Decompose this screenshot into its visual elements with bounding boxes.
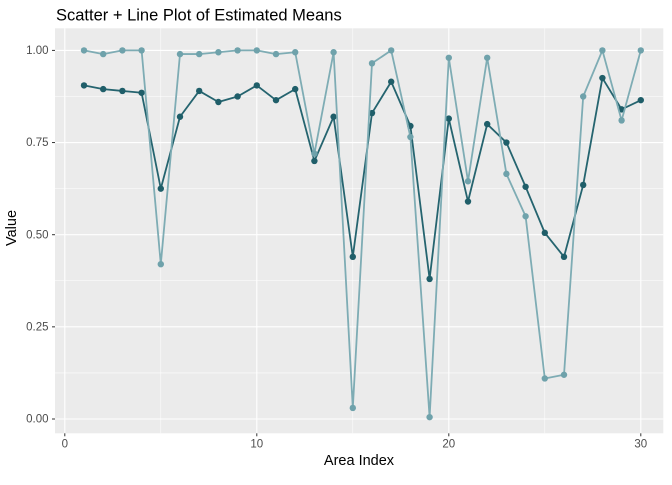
y-tick-label: 0.75 bbox=[26, 137, 48, 149]
series-dark-teal-point bbox=[580, 181, 587, 189]
series-light-teal-point bbox=[215, 49, 222, 56]
series-light-teal-point bbox=[522, 213, 529, 220]
series-dark-teal-point bbox=[426, 275, 433, 283]
series-dark-teal-point bbox=[119, 87, 126, 95]
series-light-teal-point bbox=[503, 170, 510, 178]
series-dark-teal-point bbox=[599, 74, 606, 82]
series-light-teal-point bbox=[580, 93, 587, 100]
y-axis-tick-labels: 1.00 0.75 0.50 0.25 0.00 bbox=[26, 45, 48, 426]
x-axis-tick-labels: 0 10 20 30 bbox=[62, 439, 648, 451]
series-dark-teal-line bbox=[83, 77, 642, 280]
series-dark-teal-point bbox=[100, 85, 107, 93]
series-dark-teal-point bbox=[637, 96, 644, 104]
series-light-teal-point bbox=[445, 54, 452, 61]
series-light-teal-point bbox=[234, 47, 241, 54]
series-light-teal-point bbox=[637, 47, 644, 54]
series-light-teal-point bbox=[176, 50, 184, 58]
series-light-teal-line bbox=[83, 49, 642, 419]
series-dark-teal-point bbox=[234, 93, 241, 100]
series-light-teal-point bbox=[426, 413, 433, 421]
series-dark-teal-point bbox=[541, 229, 548, 237]
axis-tick-marks bbox=[52, 49, 642, 437]
series-light-teal-point bbox=[196, 50, 203, 58]
y-tick-label: 0.25 bbox=[26, 321, 48, 333]
series-dark-teal-point bbox=[560, 253, 568, 261]
series-light-teal-point bbox=[541, 375, 548, 382]
series-dark-teal-point bbox=[368, 109, 376, 117]
series-light-teal-point bbox=[119, 47, 126, 54]
series-dark-teal-point bbox=[80, 82, 88, 89]
series-light-teal-point bbox=[330, 49, 337, 56]
series-dark-teal-point bbox=[311, 157, 318, 165]
series-light-teal-point bbox=[272, 50, 280, 58]
series-light-teal-point bbox=[138, 47, 145, 54]
series-dark-teal-point bbox=[253, 82, 260, 89]
data-series-layer bbox=[80, 47, 644, 421]
series-light-teal-point bbox=[349, 404, 356, 412]
chart-title: Scatter + Line Plot of Estimated Means bbox=[56, 7, 342, 25]
series-dark-teal-point bbox=[484, 120, 491, 128]
series-dark-teal-point bbox=[138, 89, 145, 96]
series-light-teal-point bbox=[253, 47, 260, 54]
series-light-teal-point bbox=[618, 117, 625, 124]
x-tick-label: 20 bbox=[442, 439, 455, 451]
series-dark-teal-point bbox=[388, 78, 395, 85]
series-light-teal-point bbox=[464, 178, 472, 185]
series-dark-teal-point bbox=[618, 106, 625, 113]
plot-panel bbox=[55, 28, 664, 434]
series-light-teal-point bbox=[292, 49, 299, 56]
series-dark-teal-point bbox=[464, 198, 472, 205]
series-dark-teal-point bbox=[330, 113, 337, 120]
series-light-teal-point bbox=[80, 47, 88, 54]
series-light-teal-point bbox=[157, 260, 164, 268]
series-light-teal-point bbox=[599, 47, 606, 54]
y-tick-label: 1.00 bbox=[26, 45, 48, 57]
x-tick-label: 10 bbox=[250, 439, 263, 451]
series-light-teal-point bbox=[100, 50, 107, 58]
series-dark-teal-point bbox=[157, 185, 164, 192]
series-dark-teal-point bbox=[349, 253, 356, 261]
series-light-teal-point bbox=[368, 60, 376, 67]
series-light-teal-point bbox=[484, 54, 491, 61]
series-dark-teal-point bbox=[522, 183, 529, 190]
x-tick-label: 30 bbox=[634, 439, 647, 451]
series-light-teal-point bbox=[388, 47, 395, 54]
y-tick-label: 0.50 bbox=[26, 229, 48, 241]
series-dark-teal-point bbox=[215, 98, 222, 106]
y-axis-title: Value bbox=[4, 210, 20, 246]
y-tick-label: 0.00 bbox=[26, 414, 48, 426]
series-dark-teal-point bbox=[272, 96, 280, 104]
series-light-teal-point bbox=[311, 150, 318, 157]
series-light-teal-point bbox=[407, 133, 414, 141]
series-dark-teal-point bbox=[445, 115, 452, 122]
series-dark-teal-point bbox=[292, 85, 299, 93]
major-gridlines bbox=[55, 28, 664, 434]
series-light-teal-point bbox=[560, 371, 568, 378]
series-dark-teal-point bbox=[176, 113, 184, 120]
x-tick-label: 0 bbox=[62, 439, 68, 451]
series-dark-teal-point bbox=[196, 87, 203, 95]
series-dark-teal-point bbox=[503, 139, 510, 146]
x-axis-title: Area Index bbox=[324, 453, 395, 469]
